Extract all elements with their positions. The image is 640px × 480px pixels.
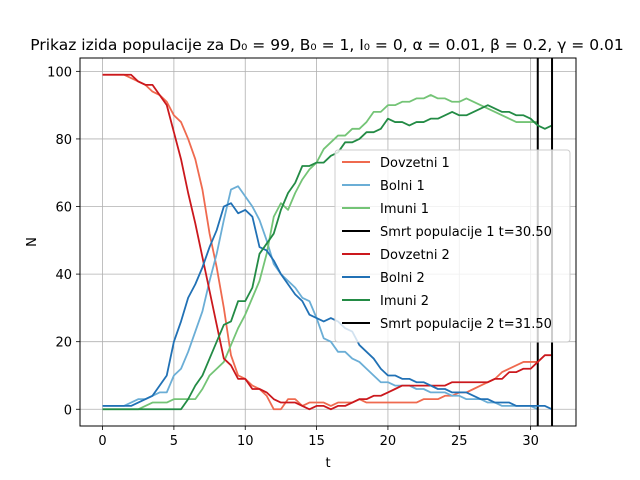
plot-frame bbox=[79, 57, 577, 427]
series-line-1 bbox=[102, 185, 539, 411]
x-axis-label: t bbox=[325, 456, 330, 471]
x-tick-label: 30 bbox=[522, 434, 539, 449]
legend-label: Imuni 1 bbox=[380, 202, 429, 217]
x-tick-label: 0 bbox=[98, 434, 106, 449]
legend-label: Dovzetni 1 bbox=[380, 156, 450, 171]
legend-label: Smrt populacije 1 t=30.50 bbox=[380, 225, 552, 240]
series-line-4 bbox=[102, 73, 553, 411]
chart-title: Prikaz izida populacije za D₀ = 99, B₀ =… bbox=[30, 36, 623, 54]
series-line-5 bbox=[102, 202, 553, 411]
legend-label: Dovzetni 2 bbox=[380, 248, 450, 263]
series-line-6 bbox=[102, 104, 553, 411]
legend-label: Bolni 1 bbox=[380, 179, 425, 194]
x-tick-label: 5 bbox=[170, 434, 178, 449]
series-line-2 bbox=[102, 94, 538, 411]
y-tick-label: 80 bbox=[55, 133, 72, 148]
legend-label: Bolni 2 bbox=[380, 271, 425, 286]
y-tick-label: 20 bbox=[55, 336, 72, 351]
x-ticks: 0 5 10 15 20 25 30 bbox=[98, 426, 539, 449]
legend-label: Smrt populacije 2 t=31.50 bbox=[380, 317, 552, 332]
y-axis-label: N bbox=[25, 237, 40, 247]
y-tick-label: 60 bbox=[55, 201, 72, 216]
x-tick-label: 20 bbox=[380, 434, 397, 449]
legend-label: Imuni 2 bbox=[380, 294, 429, 309]
y-ticks: 0 20 40 60 80 100 bbox=[47, 65, 80, 418]
y-tick-label: 0 bbox=[64, 403, 72, 418]
y-tick-label: 40 bbox=[55, 268, 72, 283]
x-tick-label: 25 bbox=[451, 434, 468, 449]
x-tick-label: 15 bbox=[308, 434, 325, 449]
legend-box bbox=[334, 149, 571, 343]
x-tick-label: 10 bbox=[237, 434, 254, 449]
y-tick-label: 100 bbox=[47, 65, 72, 80]
legend: Dovzetni 1 Bolni 1 Imuni 1 Smrt populacije … bbox=[334, 149, 571, 343]
